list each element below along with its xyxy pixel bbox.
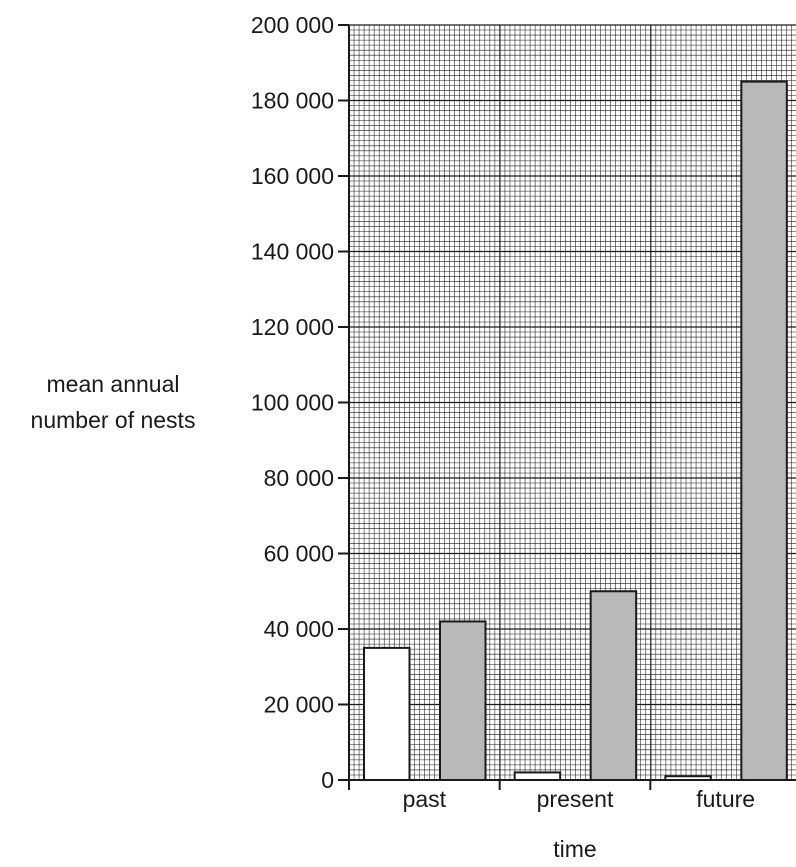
x-tick-label-past: past bbox=[403, 786, 447, 812]
bar-present-series-2 bbox=[589, 590, 638, 781]
y-tick-label: 160 000 bbox=[251, 163, 334, 189]
bars bbox=[363, 80, 788, 782]
x-axis-title: time bbox=[553, 836, 596, 862]
y-tick-label: 0 bbox=[321, 767, 334, 793]
chart-grid bbox=[348, 24, 796, 781]
y-ticks: 0 20 000 40 000 60 000 80 000 100 000 120 000 1… bbox=[251, 12, 349, 793]
y-tick-label: 20 000 bbox=[264, 692, 334, 718]
bar-future-series-2 bbox=[740, 80, 788, 781]
bar-past-series-1 bbox=[363, 646, 411, 781]
y-tick-label: 140 000 bbox=[251, 239, 334, 265]
x-tick-label-future: future bbox=[696, 786, 755, 812]
y-tick-label: 60 000 bbox=[264, 541, 334, 567]
x-tick-label-present: present bbox=[537, 786, 614, 812]
x-ticks: past present future bbox=[348, 780, 755, 812]
y-tick-label: 100 000 bbox=[251, 390, 334, 416]
y-tick-label: 40 000 bbox=[264, 616, 334, 642]
y-tick-label: 200 000 bbox=[251, 12, 334, 38]
y-axis-title-line-1: mean annual bbox=[47, 371, 180, 397]
y-tick-label: 180 000 bbox=[251, 88, 334, 114]
bar-present-series-1 bbox=[513, 771, 562, 782]
bar-past-series-2 bbox=[439, 620, 487, 782]
y-tick-label: 80 000 bbox=[264, 465, 334, 491]
y-axis-title-line-2: number of nests bbox=[31, 407, 196, 433]
y-tick-label: 120 000 bbox=[251, 314, 334, 340]
